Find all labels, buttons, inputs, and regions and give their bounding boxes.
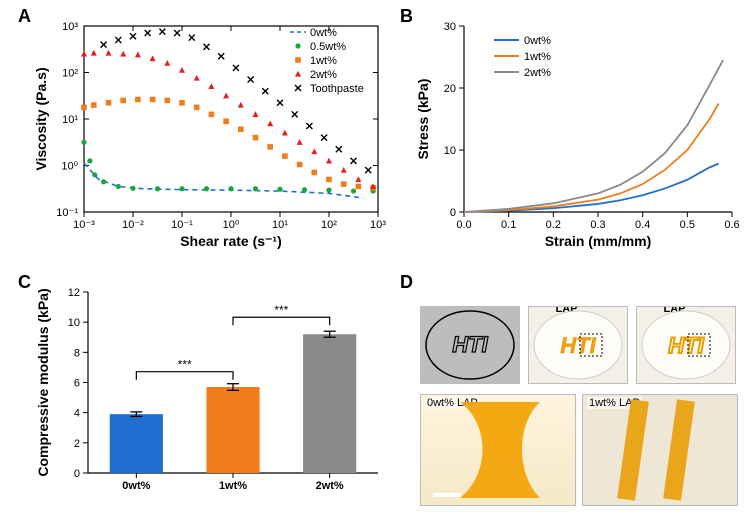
svg-text:0.3: 0.3	[590, 219, 605, 231]
scale-bar	[433, 493, 461, 497]
hti-print-1: HTI	[668, 333, 704, 358]
svg-text:10: 10	[444, 145, 456, 157]
svg-text:0.5: 0.5	[680, 219, 695, 231]
svg-text:Toothpaste: Toothpaste	[310, 83, 364, 95]
svg-text:0wt%: 0wt%	[122, 480, 150, 492]
svg-text:10³: 10³	[370, 219, 386, 231]
svg-text:2wt%: 2wt%	[524, 67, 551, 79]
svg-text:10²: 10²	[62, 68, 78, 80]
svg-text:10⁻¹: 10⁻¹	[171, 219, 193, 231]
svg-text:10⁻³: 10⁻³	[73, 219, 95, 231]
svg-text:Compressive modulus (kPa): Compressive modulus (kPa)	[35, 288, 51, 476]
svg-text:10: 10	[68, 317, 80, 329]
svg-text:10⁰: 10⁰	[61, 161, 78, 173]
svg-text:1wt%: 1wt%	[524, 51, 551, 63]
photo-bottom-0wt: 0wt% LAP	[420, 394, 576, 506]
svg-text:Viscosity (Pa.s): Viscosity (Pa.s)	[33, 67, 49, 170]
svg-text:0: 0	[74, 468, 80, 480]
photo-top-0wt: 0wt% LAP HTI	[528, 306, 628, 384]
svg-text:0.5wt%: 0.5wt%	[310, 41, 346, 53]
svg-text:0wt%: 0wt%	[310, 27, 337, 39]
svg-text:Stress (kPa): Stress (kPa)	[415, 79, 431, 160]
svg-text:10³: 10³	[62, 21, 78, 33]
hti-text: HTI	[452, 332, 488, 357]
svg-text:10¹: 10¹	[62, 114, 78, 126]
svg-text:10²: 10²	[321, 219, 337, 231]
svg-text:10⁻¹: 10⁻¹	[56, 207, 78, 219]
svg-text:12: 12	[68, 287, 80, 299]
svg-text:0.1: 0.1	[501, 219, 516, 231]
svg-text:0: 0	[450, 207, 456, 219]
photo-bottom-1wt: 1wt% LAP	[582, 394, 738, 506]
svg-text:1wt%: 1wt%	[310, 55, 337, 67]
panel-d-label: D	[400, 272, 413, 293]
svg-text:10⁻²: 10⁻²	[122, 219, 144, 231]
svg-text:Shear rate (s⁻¹): Shear rate (s⁻¹)	[180, 233, 282, 249]
svg-text:6: 6	[74, 378, 80, 390]
svg-text:0.6: 0.6	[724, 219, 739, 231]
svg-text:8: 8	[74, 347, 80, 359]
modulus-bar-chart: 0 2 4 6 8 10 12 Compressive modulus (kPa) 0wt% 1w…	[30, 278, 390, 518]
svg-text:2: 2	[74, 438, 80, 450]
svg-text:10¹: 10¹	[272, 219, 288, 231]
panel-d-photos: CAD HTI 0wt% LAP HTI 1wt% LAP HTI 0wt% L…	[420, 292, 740, 512]
svg-text:10⁰: 10⁰	[223, 219, 240, 231]
stress-strain-chart: 0.0 0.1 0.2 0.3 0.4 0.5 0.6 0 10 20 30 Strain (mm/m…	[412, 12, 742, 262]
svg-text:2wt%: 2wt%	[310, 69, 337, 81]
photo-cad: CAD HTI	[420, 306, 520, 384]
svg-text:***: ***	[274, 303, 288, 317]
svg-text:***: ***	[178, 358, 192, 372]
svg-text:0wt%: 0wt%	[524, 35, 551, 47]
svg-text:0.2: 0.2	[546, 219, 561, 231]
svg-text:20: 20	[444, 83, 456, 95]
svg-text:1wt%: 1wt%	[219, 480, 247, 492]
hti-print-0: HTI	[560, 333, 596, 358]
svg-text:Strain (mm/mm): Strain (mm/mm)	[545, 233, 652, 249]
svg-text:30: 30	[444, 21, 456, 33]
svg-text:2wt%: 2wt%	[316, 480, 344, 492]
viscosity-chart: 10⁻³ 10⁻² 10⁻¹ 10⁰ 10¹ 10² 10³ 10⁻¹ 10⁰ 10¹ 10² 10³…	[30, 12, 390, 262]
svg-text:0.0: 0.0	[456, 219, 471, 231]
photo-top-1wt: 1wt% LAP HTI	[636, 306, 736, 384]
svg-text:0.4: 0.4	[635, 219, 650, 231]
svg-text:4: 4	[74, 408, 80, 420]
